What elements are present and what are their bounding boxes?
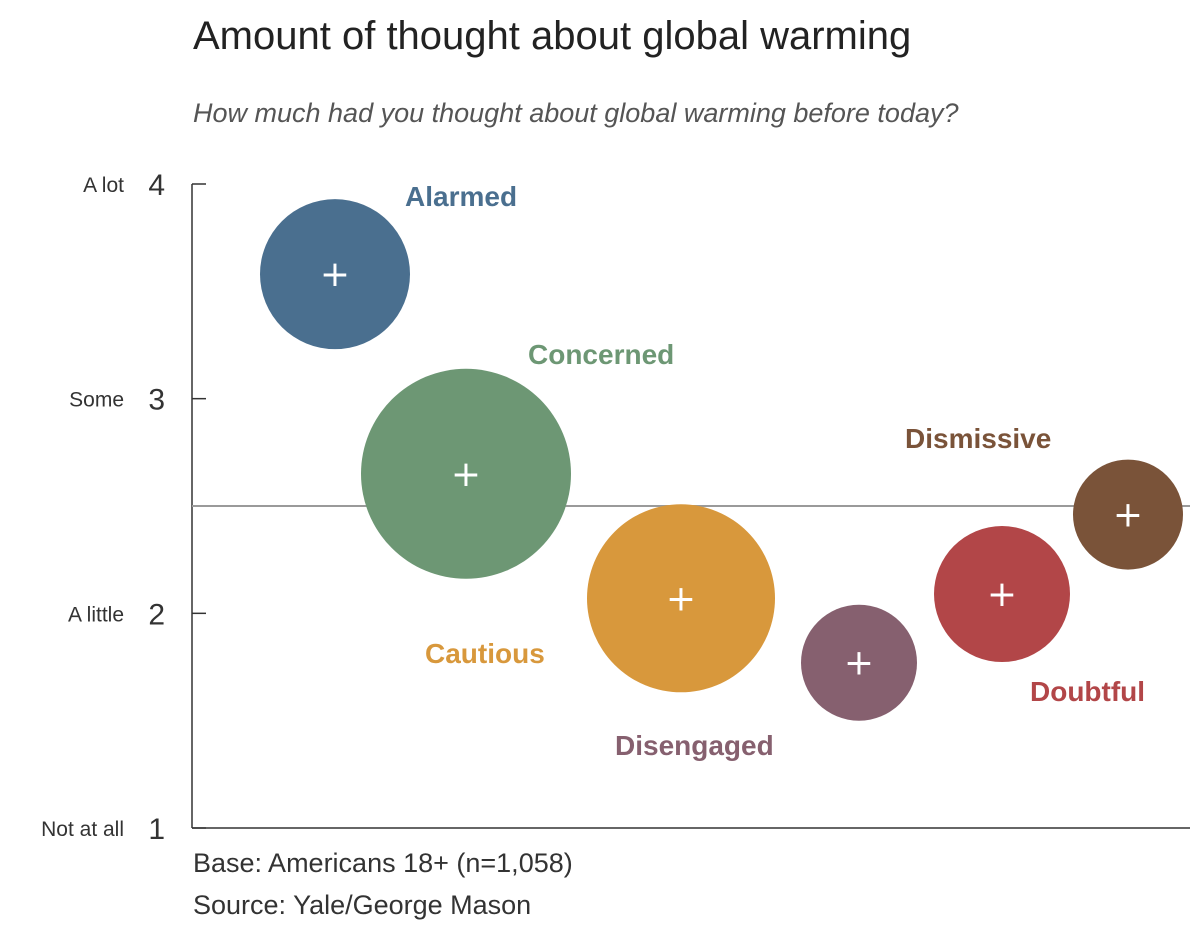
- label-disengaged: Disengaged: [615, 730, 774, 761]
- label-alarmed: Alarmed: [405, 181, 517, 212]
- y-tick-label: 4: [148, 169, 165, 202]
- bubble-disengaged: [801, 604, 917, 721]
- axes: 4 A lot 3 Some 2 A little 1 Not at all: [41, 169, 1190, 846]
- footnote-source: Source: Yale/George Mason: [193, 890, 532, 920]
- y-tick-word: Some: [69, 389, 124, 412]
- label-concerned: Concerned: [528, 339, 674, 370]
- chart-title: Amount of thought about global warming: [193, 14, 912, 58]
- y-tick-word: A little: [68, 603, 124, 626]
- y-tick-word: A lot: [83, 174, 124, 197]
- chart-subtitle: How much had you thought about global wa…: [193, 98, 959, 128]
- plus-marker-doubtful: +: [987, 574, 1017, 615]
- footnote-base: Base: Americans 18+ (n=1,058): [193, 848, 573, 878]
- bubble-doubtful: [934, 526, 1070, 663]
- bubble-concerned: [361, 368, 571, 579]
- y-tick-label: 3: [148, 384, 165, 417]
- plus-marker-cautious: +: [666, 578, 696, 619]
- plus-marker-concerned: +: [451, 454, 481, 495]
- bubble-alarmed: [260, 199, 410, 350]
- plus-marker-disengaged: +: [844, 643, 874, 684]
- bubbles: + Alarmed + Concerned + Cautious + Disengaged + D…: [260, 181, 1183, 761]
- y-tick-label: 1: [148, 813, 165, 846]
- y-tick-label: 2: [148, 598, 165, 631]
- label-dismissive: Dismissive: [905, 423, 1051, 454]
- plus-marker-alarmed: +: [320, 254, 350, 295]
- bubble-dismissive: [1073, 459, 1183, 570]
- y-tick-word: Not at all: [41, 818, 124, 841]
- bubble-cautious: [587, 504, 775, 693]
- plus-marker-dismissive: +: [1113, 495, 1143, 536]
- label-cautious: Cautious: [425, 638, 545, 669]
- label-doubtful: Doubtful: [1030, 676, 1145, 707]
